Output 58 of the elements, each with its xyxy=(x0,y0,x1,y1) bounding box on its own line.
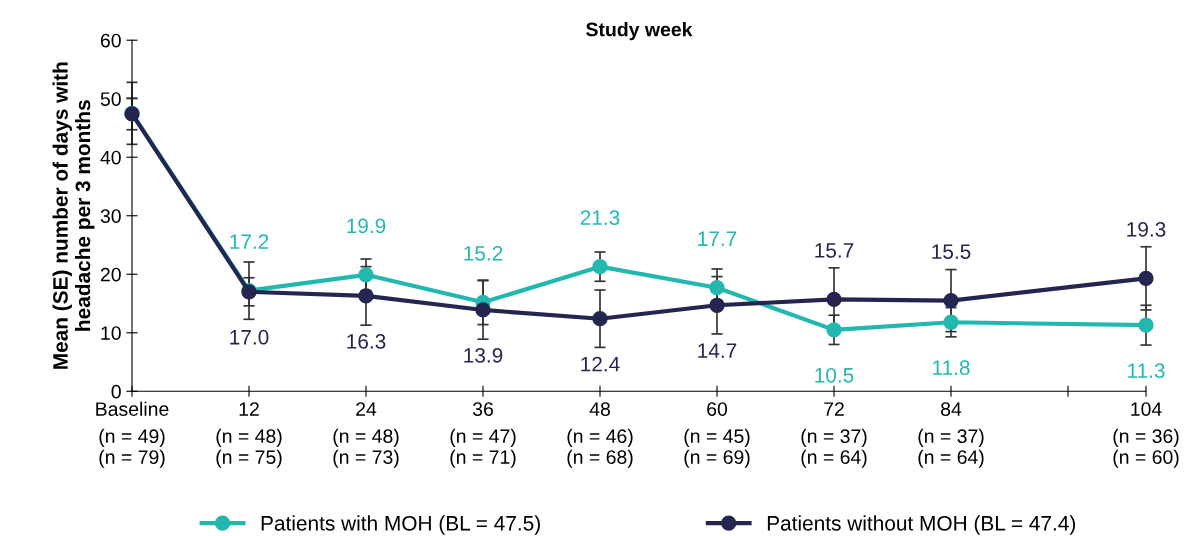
legend-label: Patients with MOH (BL = 47.5) xyxy=(261,515,540,535)
x-tick-label: 72 xyxy=(824,402,844,416)
data-label: 12.4 xyxy=(581,356,620,372)
point xyxy=(592,259,608,275)
point xyxy=(826,322,842,338)
point xyxy=(943,314,959,330)
y-tick-label: 60 xyxy=(100,33,121,48)
data-label: 17.2 xyxy=(230,234,269,249)
x-tick-label: Baseline xyxy=(96,401,169,416)
x-tick-label: 24 xyxy=(356,402,377,416)
point xyxy=(1138,317,1154,333)
text: (n = 37) (n = 64) xyxy=(801,428,867,468)
point xyxy=(709,280,725,296)
x-tick-label: 84 xyxy=(941,402,962,416)
data-label: 10.5 xyxy=(815,367,854,383)
text: (n = 37) (n = 64) xyxy=(918,428,984,468)
data-label: 15.7 xyxy=(815,243,854,258)
text: (n = 47) (n = 71) xyxy=(450,428,516,468)
text: (n = 36) (n = 60) xyxy=(1113,428,1179,468)
point xyxy=(358,288,374,304)
data-label: 13.9 xyxy=(464,348,503,363)
point xyxy=(475,302,491,318)
point xyxy=(358,267,374,283)
data-label: 11.3 xyxy=(1128,363,1165,378)
text: (n = 48) (n = 73) xyxy=(333,428,399,468)
data-label: 17.7 xyxy=(698,231,737,246)
data-label: 19.9 xyxy=(347,218,386,234)
data-label: 11.8 xyxy=(933,360,970,376)
text: (n = 46) (n = 68) xyxy=(567,428,633,468)
y-tick-label: 50 xyxy=(100,92,121,106)
point xyxy=(709,297,725,313)
text: (n = 49) (n = 79) xyxy=(99,428,165,468)
point xyxy=(1138,270,1154,286)
x-tick-label: 60 xyxy=(707,402,728,416)
x-tick-label: 104 xyxy=(1131,402,1162,416)
data-label: 21.3 xyxy=(580,210,620,226)
y-tick-label: 30 xyxy=(100,209,121,223)
y-axis-title: Mean (SE) number of days with headache per 3 months xyxy=(52,62,95,369)
data-label: 17.0 xyxy=(230,329,269,345)
x-tick-label: 36 xyxy=(472,402,493,416)
data-label: 14.7 xyxy=(698,343,737,358)
y-tick-label: 0 xyxy=(111,384,121,399)
y-tick-label: 20 xyxy=(100,267,121,282)
data-label: 15.2 xyxy=(464,245,503,261)
y-tick-label: 10 xyxy=(101,326,121,340)
text: (n = 48) (n = 75) xyxy=(216,428,282,468)
legend-label: Patients without MOH (BL = 47.4) xyxy=(767,515,1076,535)
point xyxy=(592,311,608,327)
y-tick-label: 40 xyxy=(100,150,121,165)
point xyxy=(826,291,842,308)
data-label: 15.5 xyxy=(932,244,971,259)
point xyxy=(943,292,959,309)
data-label: 19.3 xyxy=(1127,221,1166,237)
chart-title: Study week xyxy=(586,22,693,41)
x-tick-label: 12 xyxy=(239,402,259,416)
data-label: 16.3 xyxy=(347,333,386,349)
x-tick-label: 48 xyxy=(589,402,610,416)
text: (n = 45) (n = 69) xyxy=(684,428,750,468)
